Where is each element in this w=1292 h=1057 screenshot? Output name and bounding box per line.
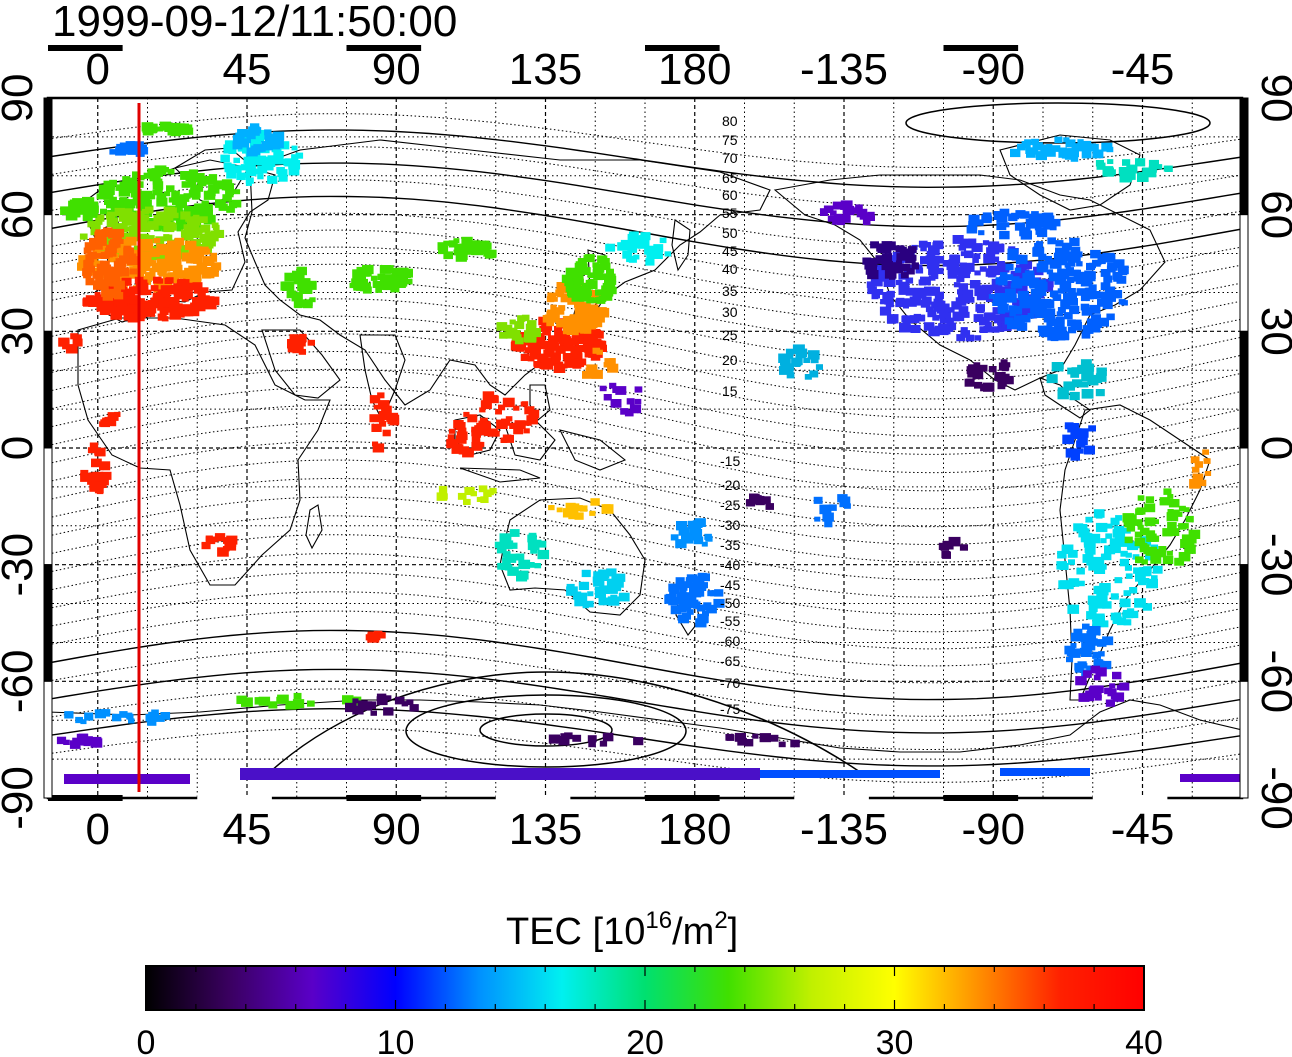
lon-label-bottom: -45 [1111,805,1175,854]
colorbar-tick-label: 20 [626,1024,664,1057]
lon-label-bottom: 180 [658,805,731,854]
lon-label-top: 0 [86,45,110,94]
colorbar-ticks [145,966,1145,1010]
contour-label: 75 [722,132,738,148]
contour-label: -70 [720,675,740,691]
lon-label-top: -135 [800,45,888,94]
lon-label-bottom: 90 [372,805,421,854]
lon-label-top: -45 [1111,45,1175,94]
colorbar-tick-label: 10 [377,1024,415,1057]
contour-label: 50 [722,225,738,241]
contour-label: 40 [722,261,738,277]
lat-label-right: 90 [1252,74,1292,123]
lon-label-bottom: -135 [800,805,888,854]
contour-label: 60 [722,187,738,203]
contour-label: -40 [720,557,740,573]
lat-label-left: 90 [0,74,42,123]
contour-label: 20 [722,352,738,368]
lon-label-bottom: 0 [86,805,110,854]
lat-label-right: -60 [1252,650,1292,714]
lon-label-top: -90 [961,45,1025,94]
contour-label: -60 [720,633,740,649]
colorbar-tick-label: 30 [876,1024,914,1057]
lon-label-bottom: 45 [223,805,272,854]
left-latitude-labels: 90 60 30 0 -30 -60 -90 [0,74,42,830]
contour-label: -15 [720,453,740,469]
colorbar-tick-label: 40 [1125,1024,1163,1057]
timestamp-title: 1999-09-12/11:50:00 [52,0,457,46]
contour-label: -65 [720,653,740,669]
contour-label: -55 [720,613,740,629]
contour-label: 15 [722,383,738,399]
lat-label-left: -90 [0,766,42,830]
top-longitude-labels: 0 45 90 135 180 -135 -90 -45 [86,45,1175,94]
lat-label-right: 0 [1252,436,1292,460]
lat-label-right: -30 [1252,533,1292,597]
lat-label-left: 0 [0,436,42,460]
colorbar-tick-labels: 0 10 20 30 40 [137,1024,1163,1057]
lon-label-top: 180 [658,45,731,94]
contour-label: 45 [722,243,738,259]
lon-label-top: 135 [509,45,582,94]
tec-observations [56,121,1242,784]
lat-label-left: -60 [0,650,42,714]
lon-label-bottom: -90 [961,805,1025,854]
contour-label: 30 [722,304,738,320]
lat-label-left: 60 [0,190,42,239]
bottom-longitude-labels: 0 45 90 135 180 -135 -90 -45 [86,805,1175,854]
contour-label: -25 [720,497,740,513]
contour-label: -45 [720,577,740,593]
contour-label: -50 [720,595,740,611]
lon-label-bottom: 135 [509,805,582,854]
contour-label: 70 [722,150,738,166]
contour-label: 25 [722,327,738,343]
lat-label-left: -30 [0,533,42,597]
contour-label: 65 [722,170,738,186]
colorbar-tick-label: 0 [137,1024,156,1057]
colorbar-title: TEC [1016/m2] [506,907,738,953]
colorbar: TEC [1016/m2] 0 10 20 30 40 [137,907,1163,1057]
lat-label-right: -90 [1252,766,1292,830]
contour-label: -20 [720,477,740,493]
lat-label-left: 30 [0,307,42,356]
lon-label-top: 90 [372,45,421,94]
right-latitude-labels: 90 60 30 0 -30 -60 -90 [1252,74,1292,830]
lat-label-right: 60 [1252,190,1292,239]
contour-label: 80 [722,113,738,129]
contour-label: -35 [720,537,740,553]
contour-label: 35 [722,283,738,299]
contour-label: -75 [720,701,740,717]
contour-label: 55 [722,205,738,221]
lat-label-right: 30 [1252,307,1292,356]
frame-ticks [43,45,1249,801]
contour-label: -30 [720,517,740,533]
lon-label-top: 45 [223,45,272,94]
